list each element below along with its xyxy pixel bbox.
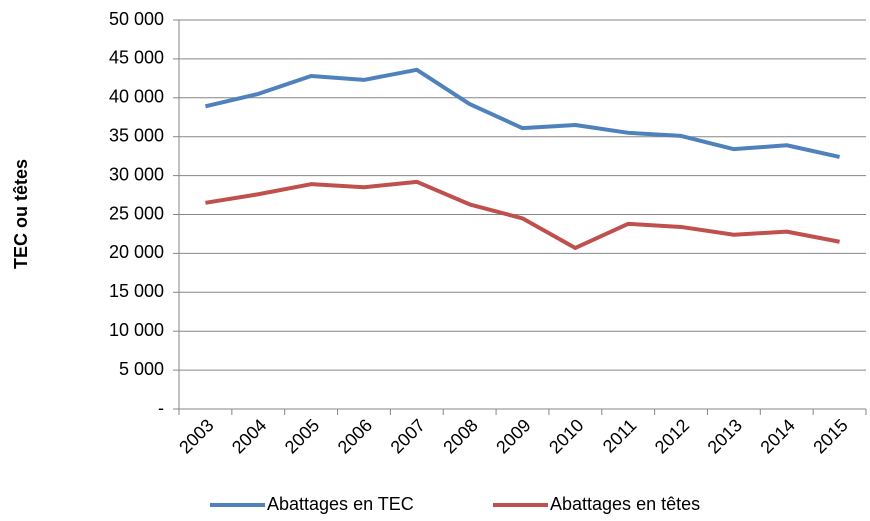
x-tick-label: 2011 bbox=[599, 415, 641, 457]
x-tick-label: 2005 bbox=[281, 415, 323, 457]
y-tick-label: 35 000 bbox=[109, 125, 164, 145]
x-tick-label: 2012 bbox=[651, 415, 693, 457]
x-tick-label: 2007 bbox=[387, 415, 429, 457]
y-tick-label: 20 000 bbox=[109, 242, 164, 262]
x-tick-label: 2006 bbox=[334, 415, 376, 457]
y-tick-label: - bbox=[158, 398, 164, 418]
x-tick-label: 2013 bbox=[704, 415, 746, 457]
x-tick-label: 2010 bbox=[545, 415, 587, 457]
y-tick-label: 5 000 bbox=[119, 359, 164, 379]
y-tick-label: 40 000 bbox=[109, 87, 164, 107]
legend-label: Abattages en têtes bbox=[550, 494, 700, 514]
y-tick-label: 10 000 bbox=[109, 320, 164, 340]
series-line bbox=[205, 179, 840, 250]
x-tick-label: 2004 bbox=[228, 415, 270, 457]
y-tick-label: 45 000 bbox=[109, 48, 164, 68]
x-tick-label: 2003 bbox=[175, 415, 217, 457]
y-tick-label: 30 000 bbox=[109, 164, 164, 184]
legend-label: Abattages en TEC bbox=[267, 494, 414, 514]
y-axis-title: TEC ou têtes bbox=[11, 159, 31, 269]
x-tick-label: 2014 bbox=[756, 415, 798, 457]
y-tick-label: 25 000 bbox=[109, 203, 164, 223]
x-tick-label: 2015 bbox=[809, 415, 851, 457]
series-line bbox=[204, 67, 841, 159]
y-tick-label: 15 000 bbox=[109, 281, 164, 301]
x-tick-label: 2009 bbox=[492, 415, 534, 457]
x-tick-label: 2008 bbox=[439, 415, 481, 457]
y-tick-label: 50 000 bbox=[109, 9, 164, 29]
